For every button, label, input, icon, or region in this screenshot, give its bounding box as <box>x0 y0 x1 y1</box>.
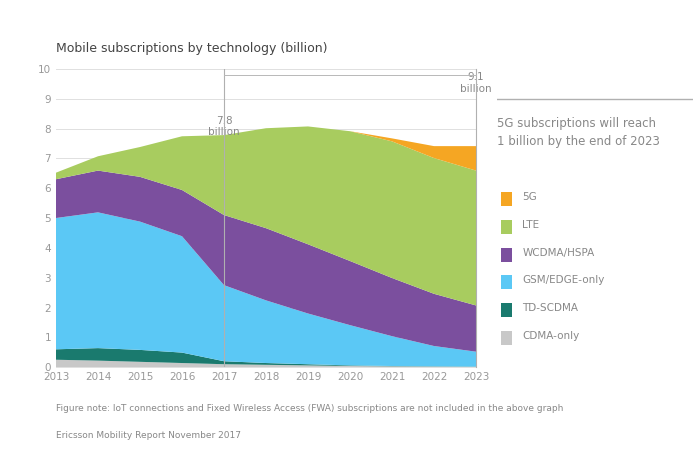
Text: GSM/EDGE-only: GSM/EDGE-only <box>522 275 605 285</box>
FancyBboxPatch shape <box>501 220 512 234</box>
FancyBboxPatch shape <box>501 248 512 262</box>
FancyBboxPatch shape <box>501 331 512 345</box>
Text: TD-SCDMA: TD-SCDMA <box>522 303 578 313</box>
Text: Ericsson Mobility Report November 2017: Ericsson Mobility Report November 2017 <box>56 431 241 441</box>
Text: WCDMA/HSPA: WCDMA/HSPA <box>522 248 595 257</box>
Text: LTE: LTE <box>522 220 540 230</box>
Text: 5G: 5G <box>522 192 537 202</box>
Text: billion: billion <box>460 84 492 94</box>
Text: billion: billion <box>208 128 240 137</box>
Text: 7.8: 7.8 <box>216 116 232 125</box>
Text: Mobile subscriptions by technology (billion): Mobile subscriptions by technology (bill… <box>56 42 328 55</box>
FancyBboxPatch shape <box>501 275 512 289</box>
Text: CDMA-only: CDMA-only <box>522 331 580 341</box>
FancyBboxPatch shape <box>501 192 512 206</box>
Text: 9.1: 9.1 <box>468 72 484 82</box>
FancyBboxPatch shape <box>501 303 512 317</box>
Text: 5G subscriptions will reach
1 billion by the end of 2023: 5G subscriptions will reach 1 billion by… <box>497 117 660 148</box>
Text: Figure note: IoT connections and Fixed Wireless Access (FWA) subscriptions are n: Figure note: IoT connections and Fixed W… <box>56 404 564 413</box>
